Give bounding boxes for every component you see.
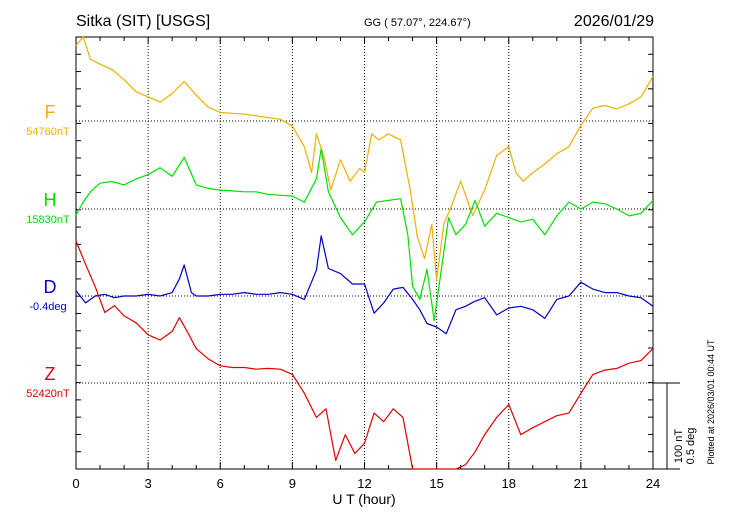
x-tick-label: 3 [145,476,152,491]
series-line-d [75,235,654,335]
x-tick-label: 12 [357,476,371,491]
x-tick-label: 0 [72,476,79,491]
baseline-value-d: -0.4deg [29,301,66,313]
component-label-d: D [44,277,57,297]
component-labels: F 54760nT H 15830nT D -0.4deg Z 52420nT [26,102,70,400]
series-lines [75,36,654,470]
baseline-value-z: 52420nT [26,388,70,400]
scale-label-deg: 0.5 deg [685,428,697,465]
x-tick-label: 6 [217,476,224,491]
scale-bar: 100 nT 0.5 deg [653,382,697,470]
baseline-value-f: 54760nT [26,126,70,138]
series-line-f [75,36,654,281]
axis-ticks: 0 3 6 9 12 15 18 21 24 [72,36,660,491]
baseline-value-h: 15830nT [26,214,70,226]
plotted-at-note: Plotted at 2026/03/01 00:44 UT [706,339,716,465]
x-tick-label: 18 [502,476,516,491]
component-label-z: Z [45,364,56,384]
date-label: 2026/01/29 [574,13,654,30]
grid [76,37,653,469]
series-line-h [75,148,654,322]
component-label-h: H [44,190,57,210]
x-tick-label: 24 [646,476,660,491]
component-label-f: F [45,102,56,122]
x-tick-label: 15 [429,476,443,491]
x-axis-label: U T (hour) [332,491,395,507]
x-tick-label: 21 [574,476,588,491]
scale-label-nt: 100 nT [673,429,685,464]
x-tick-label: 9 [289,476,296,491]
station-title: Sitka (SIT) [USGS] [76,13,210,30]
coordinates-label: GG ( 57.07°, 224.67°) [364,17,471,29]
series-line-z [75,240,654,470]
